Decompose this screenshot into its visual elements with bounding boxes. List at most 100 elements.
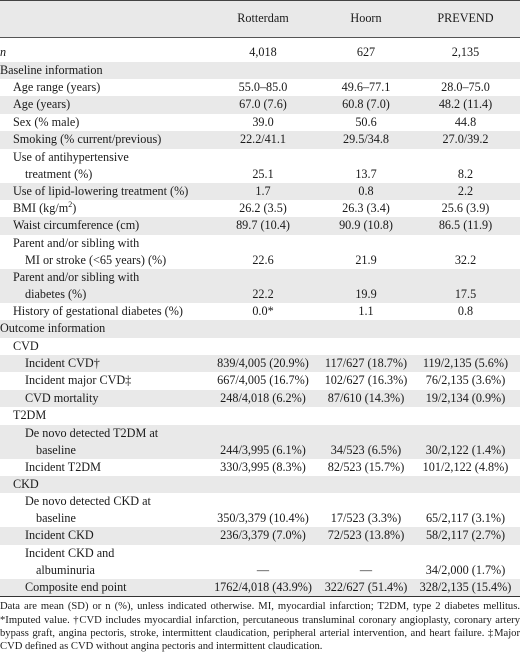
table-row: CVD mortality 248/4,018 (6.2%) 87/610 (1… [0,389,520,408]
row-label: Incident T2DM [25,459,101,474]
subsection-label: CKD [13,477,39,491]
table-row: Age (years) 67.0 (7.6) 60.8 (7.0) 48.2 (… [0,96,520,114]
cell-rotterdam: 244/3,995 (6.1%) [220,442,306,457]
cell-prevend: 44.8 [454,114,477,129]
cell-hoorn: 82/523 (15.7%) [327,459,405,474]
cell-prevend: 25.6 (3.9) [441,200,490,215]
cell-prevend: 0.8 [457,303,474,318]
table-row-label-line: Parent and/or sibling with [0,235,520,252]
cell-prevend: 19/2,134 (0.9%) [425,390,506,405]
table-row: Age range (years) 55.0–85.0 49.6–77.1 28… [0,79,520,96]
table-footnote: Data are mean (SD) or n (%), unless indi… [0,601,520,653]
row-label: baseline [36,511,76,526]
cell-prevend: 34/2,000 (1.7%) [425,562,506,577]
row-label: De novo detected T2DM at [25,425,159,440]
cell-prevend: 76/2,135 (3.6%) [425,373,506,388]
cell-hoorn: 87/610 (14.3%) [327,390,405,405]
row-label: Incident CKD [25,528,94,543]
subsection-label: T2DM [13,408,47,423]
table-row: BMI (kg/m2) 26.2 (3.5) 26.3 (3.4) 25.6 (… [0,200,520,217]
table-row-label-line: De novo detected CKD at [0,493,520,510]
row-label: Parent and/or sibling with [13,269,140,284]
cell-rotterdam: 22.6 [252,252,274,267]
cell-hoorn: 90.9 (10.8) [339,218,393,233]
cell-rotterdam: 1.7 [255,183,271,198]
cell-hoorn: 34/523 (6.5%) [330,442,402,457]
cell-hoorn: 50.6 [355,114,377,129]
cell-hoorn: 21.9 [355,252,377,267]
table-row: Incident major CVD‡ 667/4,005 (16.7%) 10… [0,372,520,389]
cell-rotterdam: 89.7 (10.4) [236,218,290,233]
row-label: De novo detected CKD at [25,494,151,509]
row-label: Composite end point [0,578,205,598]
row-label: diabetes (%) [25,286,87,301]
cell-hoorn: 13.7 [355,166,377,181]
table-row: MI or stroke (<65 years) (%) 22.6 21.9 3… [0,252,520,269]
table-row: baseline 244/3,995 (6.1%) 34/523 (6.5%) … [0,441,520,459]
section-row-outcome: Outcome information [0,320,520,338]
cell-rotterdam: 55.0–85.0 [238,79,288,94]
table-row: diabetes (%) 22.2 19.9 17.5 [0,285,520,303]
cell-rotterdam: 236/3,379 (7.0%) [220,528,306,543]
table-row-label-line: Parent and/or sibling with [0,268,520,286]
row-label: n [0,45,7,60]
cell-hoorn: 19.9 [355,286,377,301]
table-row: Incident CVD† 839/4,005 (20.9%) 117/627 … [0,354,520,373]
subsection-row-t2dm: T2DM [0,407,520,424]
row-label: Age range (years) [13,79,101,94]
cell-rotterdam: 22.2/41.1 [239,132,287,147]
cell-prevend: 8.2 [457,166,474,181]
row-label: Smoking (% current/previous) [13,132,162,147]
cell-hoorn: 26.3 (3.4) [342,200,390,215]
row-label: Incident CVD† [25,355,100,370]
bmi-superscript: 2 [68,199,73,209]
cell-rotterdam: 248/4,018 (6.2%) [220,390,306,405]
row-label: Age (years) [13,97,71,112]
cell-prevend: 48.2 (11.4) [438,97,493,112]
table-row: Incident CKD 236/3,379 (7.0%) 72/523 (13… [0,527,520,545]
cell-rotterdam: 39.0 [252,114,274,129]
section-label: Baseline information [0,62,103,77]
cell-prevend: 86.5 (11.9) [438,218,493,233]
table-row-label-line: De novo detected T2DM at [0,424,520,442]
cell-prevend: 30/2,122 (1.4%) [425,442,506,457]
row-label: Incident major CVD‡ [25,373,132,388]
subsection-row-cvd: CVD [0,338,520,355]
cell-rotterdam: 26.2 (3.5) [239,200,287,215]
cell-hoorn: 49.6–77.1 [341,79,391,94]
cell-prevend: 27.0/39.2 [442,132,489,147]
cell-hoorn: 17/523 (3.3%) [330,511,402,526]
table-row-n: n 4,018 627 2,135 [0,38,520,62]
row-label: Use of antihypertensive [13,149,129,164]
table-row: Incident T2DM 330/3,995 (8.3%) 82/523 (1… [0,459,520,476]
row-label: Sex (% male) [13,114,80,129]
table-row: Use of lipid-lowering treatment (%) 1.7 … [0,182,520,200]
cell-prevend: 2.2 [457,183,474,198]
header-blank [0,0,205,38]
table-row: treatment (%) 25.1 13.7 8.2 [0,166,520,183]
bmi-label-end: ) [72,200,77,215]
cell-rotterdam: 350/3,379 (10.4%) [217,511,309,526]
row-label: MI or stroke (<65 years) (%) [25,252,167,267]
cell-hoorn: 60.8 (7.0) [342,97,390,112]
cell-rotterdam: 4,018 [249,45,277,60]
row-label: BMI (kg/m2) [0,200,205,217]
cell-rotterdam: 1762/4,018 (43.9%) [205,578,321,598]
cell-rotterdam: — [256,562,270,577]
table-row: baseline 350/3,379 (10.4%) 17/523 (3.3%)… [0,510,520,527]
table-row-label-line: Use of antihypertensive [0,149,520,166]
row-label: CVD mortality [25,390,99,405]
cell-hoorn: 1.1 [358,303,374,318]
cell-hoorn: 117/627 (18.7%) [324,355,408,370]
cell-prevend: 32.2 [454,252,477,267]
cell-rotterdam: 0.0* [252,303,274,318]
cell-hoorn: 29.5/34.8 [342,132,390,147]
subsection-label: CVD [13,338,39,353]
cell-hoorn: 102/627 (16.3%) [324,373,408,388]
header-prevend: PREVEND [411,0,520,38]
cohort-characteristics-table: Rotterdam Hoorn PREVEND n 4,018 627 2,13… [0,0,520,598]
row-label: Waist circumference (cm) [13,218,140,233]
cell-prevend: 101/2,122 (4.8%) [422,459,509,474]
table-header-row: Rotterdam Hoorn PREVEND [0,0,520,38]
row-label: treatment (%) [25,166,93,181]
